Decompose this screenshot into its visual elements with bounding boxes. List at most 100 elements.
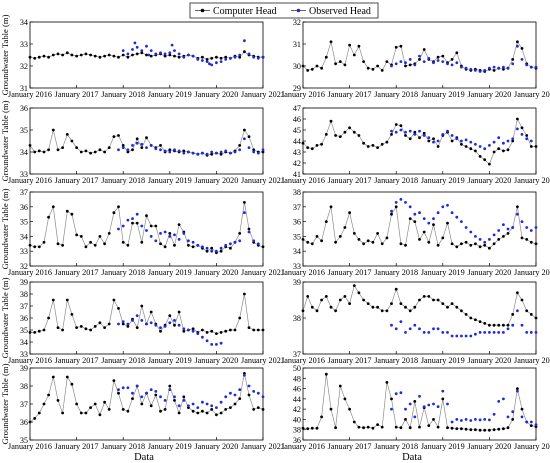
observed-point	[516, 212, 519, 216]
computed-point	[366, 66, 370, 70]
computed-point	[149, 224, 153, 228]
x-tick-label: January 2018	[374, 176, 418, 185]
computed-point	[205, 331, 209, 334]
observed-point	[247, 230, 251, 234]
observed-point	[516, 44, 519, 48]
computed-point	[107, 146, 111, 150]
observed-point	[191, 240, 195, 244]
observed-point	[427, 331, 431, 334]
computed-point	[310, 305, 314, 309]
y-tick-label: 44	[293, 395, 301, 404]
computed-point	[135, 52, 139, 56]
observed-point	[502, 65, 505, 69]
computed-point	[205, 249, 209, 253]
observed-point	[196, 243, 200, 247]
observed-point	[131, 319, 134, 322]
computed-point	[343, 397, 347, 401]
observed-point	[210, 343, 214, 346]
observed-point	[534, 423, 538, 426]
computed-point	[196, 411, 200, 415]
observed-point	[131, 48, 134, 51]
observed-point	[187, 239, 190, 243]
computed-point	[112, 54, 116, 58]
computed-point	[229, 406, 232, 409]
computed-point	[380, 425, 384, 429]
observed-point	[135, 384, 139, 388]
computed-point	[376, 423, 379, 426]
y-tick-label: 34	[20, 338, 28, 347]
observed-point	[455, 215, 459, 219]
observed-point	[187, 404, 190, 408]
computed-point	[422, 48, 426, 51]
computed-point	[89, 406, 92, 409]
observed-point	[173, 233, 176, 237]
observed-point	[219, 341, 223, 345]
observed-point	[205, 60, 209, 63]
plot-frame	[29, 191, 264, 267]
computed-point	[450, 242, 454, 246]
computed-point	[394, 287, 398, 291]
computed-point	[366, 145, 370, 148]
computed-point	[243, 292, 246, 296]
computed-point	[103, 150, 106, 154]
legend-computed-marker	[200, 8, 205, 13]
computed-point	[103, 54, 106, 58]
observed-point	[427, 136, 431, 140]
computed-point	[70, 212, 74, 216]
computed-point	[348, 43, 351, 47]
computed-point	[324, 372, 328, 376]
computed-point	[89, 151, 92, 155]
computed-point	[399, 124, 403, 127]
observed-point	[529, 65, 533, 69]
y-tick-label: 37	[20, 302, 28, 311]
computed-point	[219, 249, 223, 253]
computed-point	[371, 426, 375, 430]
observed-point	[474, 142, 477, 146]
computed-point	[173, 54, 176, 58]
observed-point	[154, 239, 158, 243]
computed-point	[324, 295, 328, 298]
computed-point	[247, 135, 251, 139]
observed-point	[436, 139, 440, 143]
computed-point	[343, 226, 347, 229]
computed-point	[47, 215, 50, 219]
observed-point	[224, 58, 228, 61]
computed-point	[65, 375, 69, 379]
computed-point	[247, 393, 251, 397]
y-tick-label: 33	[293, 262, 301, 271]
y-tick-label: 33	[20, 170, 28, 179]
observed-point	[196, 332, 200, 335]
computed-point	[84, 327, 88, 331]
computed-point	[427, 295, 431, 298]
observed-point	[187, 328, 190, 332]
computed-point	[247, 227, 251, 231]
computed-point	[376, 232, 379, 235]
y-tick-label: 37	[293, 203, 301, 212]
observed-point	[163, 325, 167, 328]
observed-point	[233, 240, 237, 244]
computed-point	[79, 150, 83, 154]
computed-point	[103, 326, 106, 329]
observed-point	[233, 150, 237, 154]
legend-box	[189, 2, 379, 19]
observed-point	[488, 144, 491, 147]
computed-point	[93, 325, 97, 328]
x-tick-label: January 2019	[421, 356, 465, 365]
computed-point	[145, 214, 148, 218]
observed-point	[502, 397, 505, 401]
computed-point	[371, 305, 375, 309]
computed-point	[436, 145, 440, 148]
computed-point	[51, 298, 55, 302]
computed-point	[348, 302, 351, 305]
observed-point	[404, 61, 407, 65]
observed-point	[126, 148, 130, 152]
computed-point	[126, 243, 130, 247]
observed-point	[210, 404, 214, 408]
computed-point	[301, 426, 305, 430]
y-tick-label: 34	[20, 232, 28, 241]
y-axis-label: Groundwater Table (m)	[0, 363, 10, 444]
observed-point	[149, 49, 153, 52]
computed-point	[516, 291, 519, 295]
observed-point	[154, 147, 158, 151]
